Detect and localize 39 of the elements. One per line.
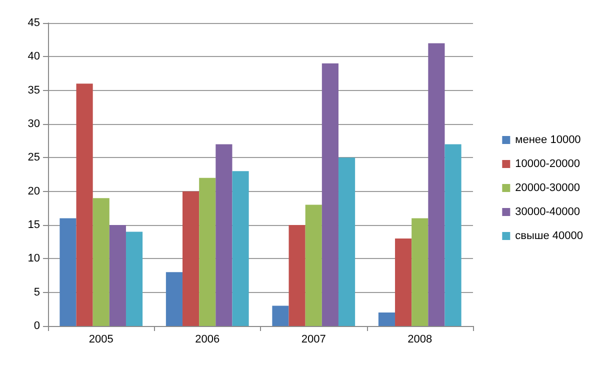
legend-label: менее 10000 <box>515 134 581 146</box>
bar <box>322 63 338 326</box>
y-tick-label: 40 <box>28 50 40 63</box>
y-tick-label: 30 <box>28 118 40 130</box>
y-tick-label: 15 <box>28 219 40 231</box>
bar <box>166 272 183 326</box>
bar <box>126 232 143 326</box>
y-tick-label: 5 <box>34 286 40 298</box>
x-tick-label: 2008 <box>408 334 432 346</box>
bar <box>395 238 412 326</box>
y-tick-label: 10 <box>28 252 40 265</box>
x-tick-label: 2007 <box>301 334 326 346</box>
bar <box>444 144 462 326</box>
x-tick-label: 2005 <box>88 334 114 346</box>
bar <box>232 171 249 326</box>
bar <box>378 312 396 326</box>
bar <box>338 158 356 326</box>
bar <box>76 84 93 326</box>
bar <box>305 204 322 326</box>
legend-label: 10000-20000 <box>515 158 580 170</box>
bar <box>288 225 306 326</box>
bar <box>92 198 110 326</box>
bar <box>428 43 445 326</box>
y-tick-label: 0 <box>34 320 40 332</box>
y-tick-label: 35 <box>28 84 40 96</box>
x-tick-label: 2006 <box>195 334 220 346</box>
legend-label: 20000-30000 <box>515 182 580 194</box>
bar <box>412 218 428 326</box>
y-tick-label: 45 <box>28 17 40 29</box>
bar <box>216 144 232 326</box>
bar <box>60 218 76 326</box>
bar <box>199 178 216 326</box>
bar <box>182 191 200 326</box>
legend-label: свыше 40000 <box>515 230 584 242</box>
legend-label: 30000-40000 <box>515 206 580 218</box>
y-tick-label: 25 <box>28 152 40 164</box>
bar <box>272 306 289 326</box>
bar <box>109 225 126 326</box>
y-tick-label: 20 <box>28 185 40 198</box>
